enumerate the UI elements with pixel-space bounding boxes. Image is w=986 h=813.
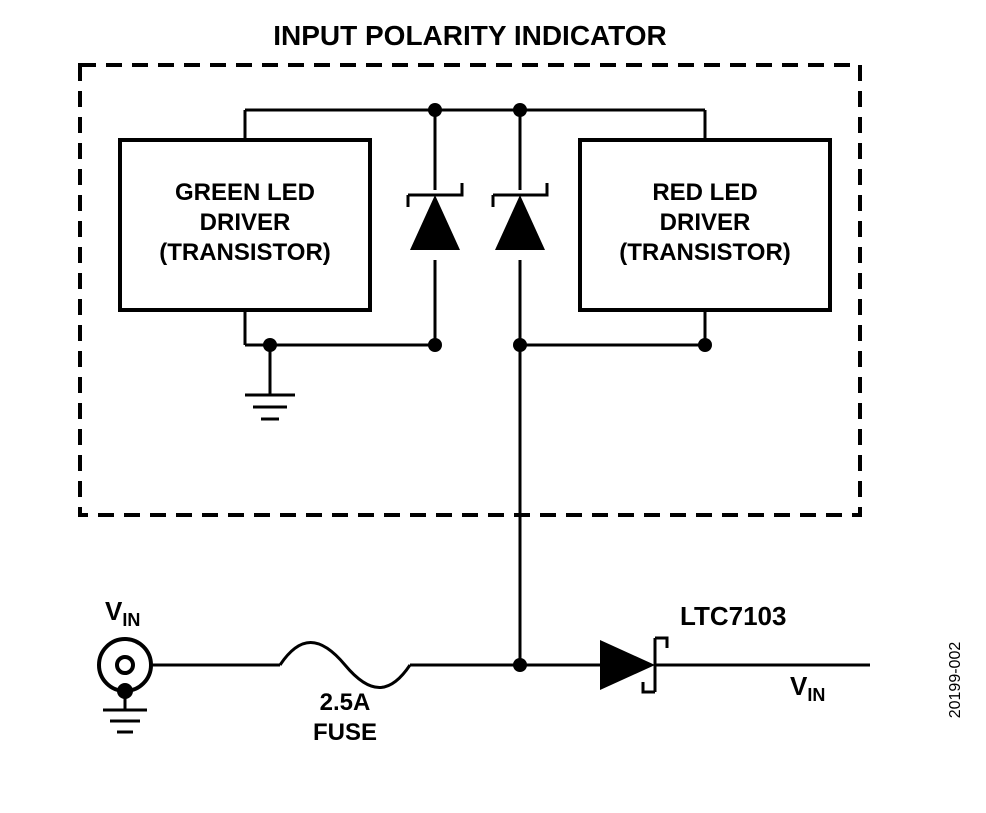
green-line2: DRIVER (200, 209, 291, 236)
vin-left-label: VIN (105, 596, 140, 630)
fuse-icon (280, 643, 410, 688)
zener-diode-2 (493, 183, 547, 345)
diagram-title: INPUT POLARITY INDICATOR (273, 20, 667, 51)
chip-label: LTC7103 (680, 601, 786, 631)
node-ground-tap (263, 338, 277, 352)
red-line3: (TRANSISTOR) (619, 239, 791, 266)
green-line3: (TRANSISTOR) (159, 239, 331, 266)
circuit-diagram: INPUT POLARITY INDICATOR GREEN LED DRIVE… (0, 0, 986, 813)
node-zener1-bot (428, 338, 442, 352)
green-line1: GREEN LED (175, 179, 315, 206)
ground-symbol (245, 395, 295, 419)
fuse-name: FUSE (313, 719, 377, 746)
vin-connector-icon (99, 639, 151, 732)
vin-right-label: VIN (790, 671, 825, 705)
zener-diode-1 (408, 183, 462, 345)
node-red-bot (698, 338, 712, 352)
doc-id: 20199-002 (947, 642, 964, 719)
node-main-junction (513, 658, 527, 672)
node-top-2 (513, 103, 527, 117)
red-line2: DRIVER (660, 209, 751, 236)
node-top-1 (428, 103, 442, 117)
fuse-value: 2.5A (320, 689, 371, 716)
red-line1: RED LED (652, 179, 757, 206)
